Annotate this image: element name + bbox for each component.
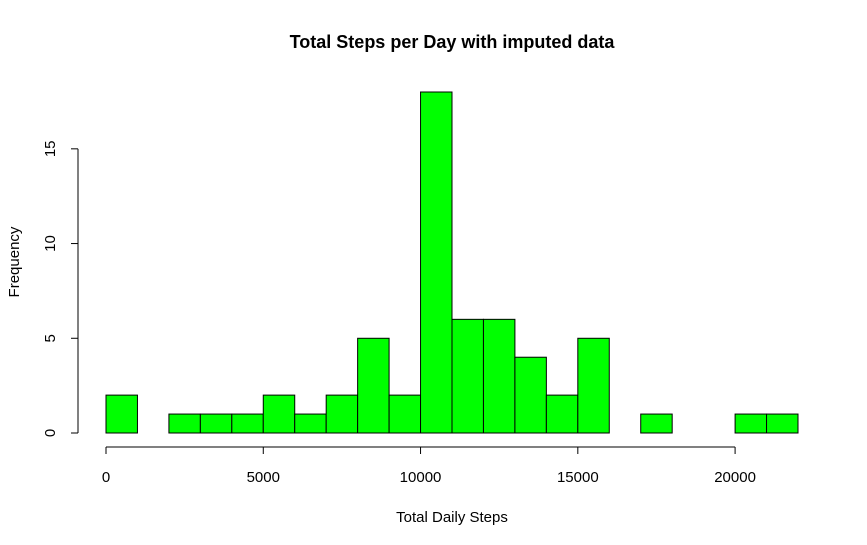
x-tick-label: 15000 (557, 469, 599, 486)
y-tick-label: 0 (42, 429, 59, 437)
histogram-bar (262, 394, 296, 434)
histogram-bar (514, 356, 547, 434)
x-axis: 0 5000 10000 15000 20000 (102, 446, 756, 486)
histogram-bar (168, 413, 201, 434)
histogram-bar (420, 91, 453, 434)
bars-group (105, 91, 799, 434)
histogram-bar (357, 337, 390, 434)
histogram-bar (577, 337, 610, 434)
histogram-bar (640, 413, 673, 434)
histogram-bar (199, 413, 233, 434)
histogram-bar (451, 318, 484, 434)
chart-title: Total Steps per Day with imputed data (290, 32, 616, 52)
x-tick-label: 10000 (400, 469, 442, 486)
histogram-bar (545, 394, 579, 434)
x-axis-label: Total Daily Steps (396, 509, 508, 526)
y-tick-label: 5 (42, 334, 59, 342)
x-tick-label: 20000 (714, 469, 756, 486)
histogram-bar (734, 413, 768, 434)
histogram-bar (482, 318, 516, 434)
y-axis: 0 5 10 15 (42, 140, 79, 437)
y-tick-label: 15 (42, 140, 59, 157)
y-tick-label: 10 (42, 235, 59, 252)
y-axis-label: Frequency (6, 226, 23, 297)
histogram-bar (325, 394, 359, 434)
histogram-bar (766, 413, 799, 434)
x-tick-label: 0 (102, 469, 110, 486)
histogram-bar (231, 413, 264, 434)
x-tick-label: 5000 (247, 469, 280, 486)
histogram-bar (105, 394, 138, 434)
histogram-bar (388, 394, 422, 434)
histogram-bar (294, 413, 327, 434)
